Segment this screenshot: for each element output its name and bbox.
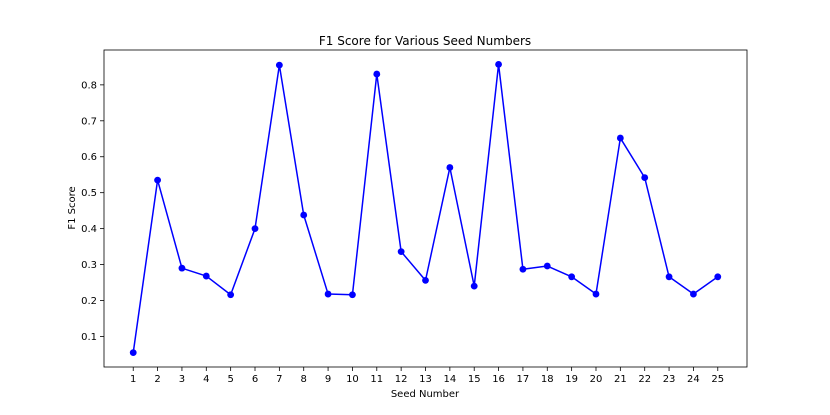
data-point (154, 176, 161, 184)
data-point (202, 272, 210, 280)
data-point (397, 248, 405, 256)
data-point (227, 291, 235, 299)
x-tick-label: 16 (492, 374, 505, 385)
x-tick-label: 24 (687, 374, 700, 385)
data-point (446, 164, 454, 171)
x-tick-label: 14 (443, 374, 456, 385)
x-tick-label: 11 (370, 374, 383, 385)
x-tick-label: 4 (203, 374, 209, 385)
data-point (251, 225, 259, 233)
y-tick-label: 0.2 (81, 296, 97, 307)
data-point (714, 273, 722, 281)
x-axis-label: Seed Number (391, 389, 460, 400)
x-tick-label: 3 (179, 374, 185, 385)
data-point (470, 282, 478, 290)
y-tick-label: 0.3 (81, 260, 97, 271)
x-tick-label: 5 (227, 374, 233, 385)
data-point (373, 70, 381, 78)
data-point (519, 265, 527, 273)
x-tick-label: 12 (395, 374, 408, 385)
data-point (543, 262, 551, 270)
x-tick-label: 15 (468, 374, 481, 385)
chart-title: F1 Score for Various Seed Numbers (319, 34, 531, 48)
data-point (495, 60, 502, 68)
data-point (349, 291, 356, 299)
x-tick-label: 6 (252, 374, 258, 385)
x-tick-label: 20 (590, 374, 603, 385)
data-point (324, 290, 332, 298)
x-tick-label: 21 (614, 374, 627, 385)
data-point (665, 273, 673, 281)
data-point (690, 290, 697, 298)
data-point (178, 264, 186, 272)
x-tick-label: 17 (517, 374, 530, 385)
data-point (568, 273, 576, 281)
data-point (300, 211, 308, 219)
y-tick-label: 0.1 (81, 332, 97, 343)
y-tick-label: 0.7 (81, 116, 97, 127)
series-line (132, 63, 719, 353)
y-tick-label: 0.8 (81, 80, 97, 91)
y-tick-label: 0.4 (81, 224, 97, 235)
x-tick-label: 8 (301, 374, 307, 385)
x-tick-label: 18 (541, 374, 554, 385)
x-tick-label: 22 (638, 374, 651, 385)
data-point (275, 61, 283, 69)
x-tick-label: 25 (711, 374, 724, 385)
y-tick-label: 0.5 (81, 188, 97, 199)
plot-area-frame (103, 49, 748, 368)
y-axis-ticks: 0.1 0.2 0.3 0.4 0.5 0.6 0.7 0.8 (81, 80, 104, 343)
x-axis-ticks: 1 2 3 4 5 6 7 8 9 10 11 12 13 14 15 16 17 18 19 20 21 22 23 24 2… (130, 367, 724, 385)
data-point (592, 290, 600, 298)
data-point (129, 349, 137, 357)
x-tick-label: 7 (276, 374, 282, 385)
x-tick-label: 2 (154, 374, 160, 385)
x-tick-label: 9 (325, 374, 331, 385)
y-tick-label: 0.6 (81, 152, 97, 163)
data-point (641, 174, 649, 181)
x-tick-label: 23 (663, 374, 676, 385)
data-point (422, 276, 429, 284)
data-points (129, 60, 722, 357)
x-tick-label: 1 (130, 374, 136, 385)
y-axis-label: F1 Score (67, 186, 78, 229)
x-tick-label: 19 (565, 374, 578, 385)
x-tick-label: 10 (346, 374, 359, 385)
data-point (616, 134, 624, 142)
x-tick-label: 13 (419, 374, 432, 385)
